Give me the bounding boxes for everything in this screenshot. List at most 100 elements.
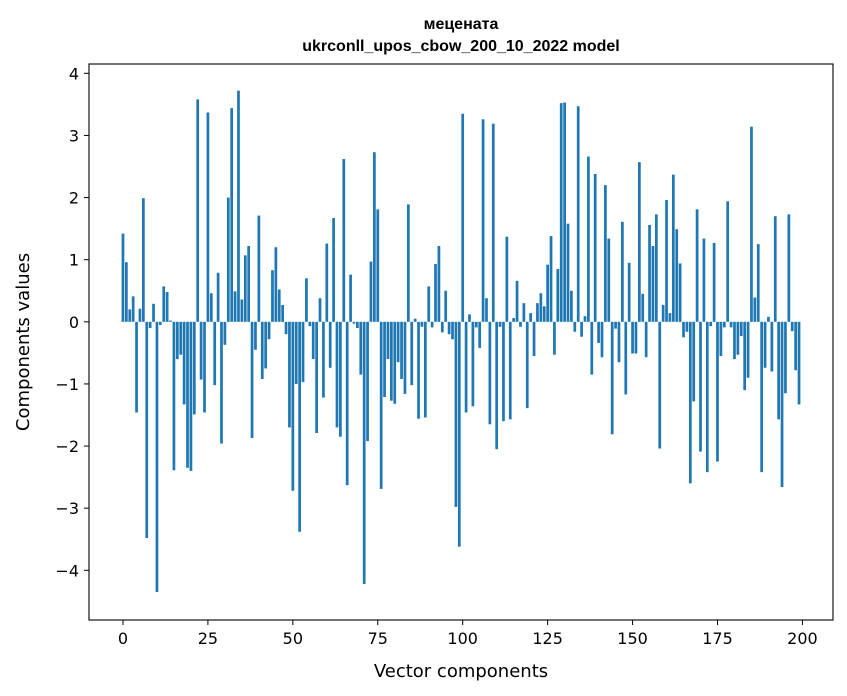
bar	[257, 215, 261, 322]
bar	[359, 321, 363, 375]
bar	[573, 321, 577, 332]
bar	[638, 162, 641, 322]
bar	[142, 198, 145, 322]
bar	[644, 321, 648, 358]
y-tick-label: −3	[55, 499, 79, 518]
bar	[763, 321, 767, 368]
bar	[237, 90, 240, 322]
bar	[267, 321, 271, 340]
bar	[186, 321, 189, 468]
bar	[332, 218, 335, 322]
bar	[648, 224, 651, 322]
bar	[539, 293, 543, 322]
bar	[617, 321, 621, 363]
bar	[736, 321, 740, 355]
bar	[121, 233, 125, 322]
y-tick-label: 1	[69, 251, 79, 270]
bar	[434, 264, 437, 322]
bar	[699, 321, 702, 452]
bar	[705, 321, 709, 473]
bar	[712, 242, 716, 322]
bar	[274, 247, 278, 322]
bar	[417, 321, 420, 419]
bar	[158, 321, 162, 325]
bar	[386, 321, 390, 360]
bar	[722, 321, 726, 328]
y-tick-label: −4	[55, 561, 79, 580]
bar	[692, 321, 696, 402]
bar	[440, 321, 444, 333]
bar	[468, 314, 471, 322]
bar	[634, 321, 638, 354]
bar	[780, 321, 784, 488]
bar	[396, 321, 400, 363]
bar	[474, 321, 478, 328]
bar	[400, 321, 403, 379]
bar	[199, 321, 203, 380]
bar	[301, 321, 305, 383]
bar	[756, 244, 760, 322]
bar	[294, 321, 298, 384]
bar	[549, 236, 553, 322]
bar	[223, 321, 227, 345]
bar	[213, 321, 217, 386]
bar	[760, 321, 764, 473]
bar	[525, 321, 529, 409]
bar	[318, 298, 322, 322]
bar	[719, 321, 723, 356]
bar	[671, 174, 675, 322]
x-tick-label: 175	[702, 629, 733, 648]
bar	[478, 321, 482, 348]
bar	[247, 246, 251, 322]
bar	[413, 318, 417, 322]
bar	[179, 321, 183, 355]
bar	[349, 274, 352, 322]
y-axis-label: Components values	[13, 253, 34, 431]
bar	[590, 321, 594, 375]
bar	[481, 119, 485, 322]
bar	[308, 321, 312, 327]
bar	[339, 321, 342, 437]
bar	[556, 269, 560, 322]
bar	[155, 321, 159, 593]
bar	[661, 305, 665, 322]
bar	[281, 305, 284, 322]
bar	[777, 321, 780, 420]
bar	[328, 321, 332, 368]
bar	[243, 255, 247, 322]
bar	[376, 209, 380, 322]
bar	[563, 102, 566, 322]
bar	[631, 321, 634, 354]
x-axis-ticks: 0 25 50 75 100 125 150 175 200	[118, 620, 818, 648]
bar	[406, 204, 410, 322]
bar	[682, 321, 685, 338]
bar	[250, 321, 254, 438]
bar	[138, 308, 142, 322]
bar	[570, 290, 573, 322]
bar	[271, 270, 274, 322]
bar	[145, 321, 149, 538]
y-tick-label: 0	[69, 313, 79, 332]
bar	[172, 321, 176, 471]
bar	[512, 318, 516, 322]
bar	[165, 291, 169, 322]
bar	[345, 321, 349, 486]
bar	[770, 321, 774, 372]
bar	[125, 262, 128, 322]
bar	[264, 321, 268, 369]
bar	[651, 246, 655, 322]
bar	[485, 298, 488, 322]
bar	[794, 321, 797, 371]
chart-subtitle: ukrconll_upos_cbow_200_10_2022 model	[302, 38, 619, 55]
bar	[488, 321, 492, 425]
bar	[128, 309, 132, 322]
bar	[233, 291, 237, 322]
bar	[464, 321, 468, 413]
bar	[576, 106, 580, 322]
bar	[447, 321, 451, 335]
bar	[362, 321, 366, 584]
bar	[536, 303, 539, 322]
x-axis-label: Vector components	[374, 661, 548, 682]
